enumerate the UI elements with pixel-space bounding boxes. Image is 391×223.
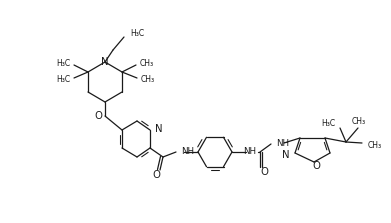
Text: CH₃: CH₃	[140, 58, 154, 68]
Text: H₃C: H₃C	[56, 58, 70, 68]
Text: N: N	[155, 124, 163, 134]
Text: O: O	[260, 167, 268, 177]
Text: O: O	[312, 161, 320, 171]
Text: O: O	[152, 170, 160, 180]
Text: H₃C: H₃C	[130, 29, 144, 39]
Text: NH: NH	[244, 147, 256, 157]
Text: N: N	[101, 57, 109, 67]
Text: H₃C: H₃C	[321, 120, 335, 128]
Text: CH₃: CH₃	[368, 140, 382, 149]
Text: N: N	[282, 150, 290, 160]
Text: H₃C: H₃C	[56, 76, 70, 85]
Text: NH: NH	[276, 138, 289, 147]
Text: NH: NH	[181, 147, 194, 157]
Text: CH₃: CH₃	[141, 76, 155, 85]
Text: CH₃: CH₃	[352, 116, 366, 126]
Text: O: O	[94, 111, 102, 121]
